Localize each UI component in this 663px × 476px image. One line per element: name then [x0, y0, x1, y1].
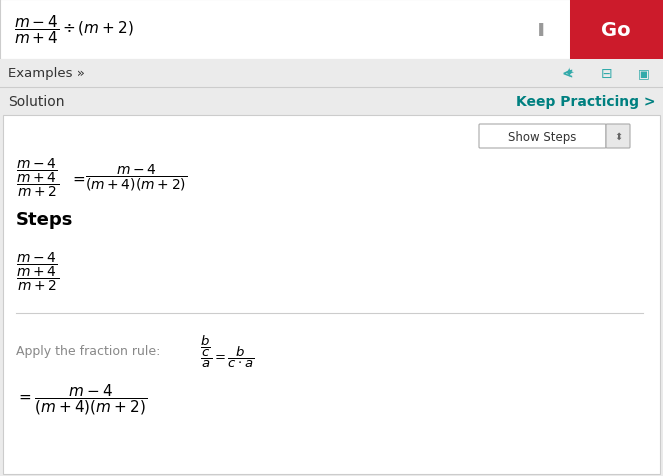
Text: $\dfrac{m-4}{(m+4)(m+2)}$: $\dfrac{m-4}{(m+4)(m+2)}$ [85, 162, 188, 193]
Text: Go: Go [601, 20, 631, 40]
Text: ⬍: ⬍ [614, 132, 622, 142]
Bar [0, 88, 663, 116]
Bar [570, 0, 663, 60]
Text: $= \dfrac{m-4}{(m+4)(m+2)}$: $= \dfrac{m-4}{(m+4)(m+2)}$ [16, 382, 147, 416]
Text: Show Steps: Show Steps [509, 130, 577, 143]
Text: ✦: ✦ [564, 68, 574, 80]
Text: Steps: Steps [16, 210, 74, 228]
Text: <: < [561, 67, 573, 81]
Text: ❚: ❚ [536, 23, 546, 37]
Text: Keep Practicing >: Keep Practicing > [516, 95, 655, 109]
Bar [0, 0, 570, 60]
Text: $\dfrac{\dfrac{b}{c}}{a} = \dfrac{b}{c \cdot a}$: $\dfrac{\dfrac{b}{c}}{a} = \dfrac{b}{c \… [200, 333, 255, 369]
Text: $=$: $=$ [70, 170, 86, 185]
Text: Apply the fraction rule:: Apply the fraction rule: [16, 345, 160, 358]
Text: $\dfrac{m-4}{m+4} \div (m+2)$: $\dfrac{m-4}{m+4} \div (m+2)$ [14, 14, 134, 46]
Text: Solution: Solution [8, 95, 64, 109]
Text: $\dfrac{\dfrac{m-4}{m+4}}{m+2}$: $\dfrac{\dfrac{m-4}{m+4}}{m+2}$ [16, 156, 59, 199]
FancyBboxPatch shape [479, 125, 606, 149]
Text: ⊟: ⊟ [601, 67, 613, 81]
FancyBboxPatch shape [606, 125, 630, 149]
Bar [3, 116, 660, 474]
Text: ▣: ▣ [638, 68, 650, 80]
Text: $\dfrac{\dfrac{m-4}{m+4}}{m+2}$: $\dfrac{\dfrac{m-4}{m+4}}{m+2}$ [16, 250, 59, 293]
Text: Examples »: Examples » [8, 68, 85, 80]
Bar [0, 60, 663, 88]
